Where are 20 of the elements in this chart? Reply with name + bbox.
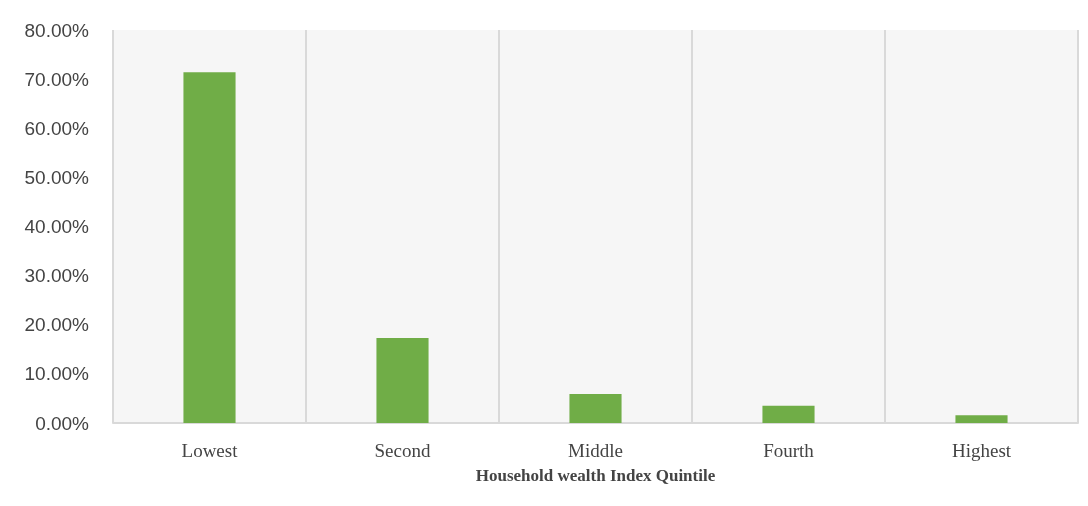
x-tick-label: Lowest (181, 440, 239, 461)
bar (955, 415, 1008, 423)
x-tick-label: Middle (568, 440, 623, 461)
bar (183, 72, 236, 423)
y-tick-label: 70.00% (24, 68, 90, 90)
y-tick-label: 10.00% (24, 363, 90, 385)
bar (569, 394, 622, 423)
x-tick-label: Second (374, 440, 431, 461)
y-tick-label: 40.00% (24, 216, 90, 237)
x-tick-label: Highest (951, 440, 1012, 461)
bar (762, 405, 815, 423)
y-tick-label: 20.00% (24, 314, 90, 336)
y-tick-label: 0.00% (35, 412, 90, 434)
x-tick-label: Fourth (763, 440, 815, 461)
y-tick-label: 50.00% (24, 166, 90, 188)
y-tick-label: 30.00% (24, 265, 90, 287)
y-tick-label: 80.00% (24, 19, 90, 41)
bar (376, 338, 429, 423)
x-axis-title: Household wealth Index Quintile (475, 466, 716, 485)
y-tick-label: 60.00% (24, 117, 90, 139)
